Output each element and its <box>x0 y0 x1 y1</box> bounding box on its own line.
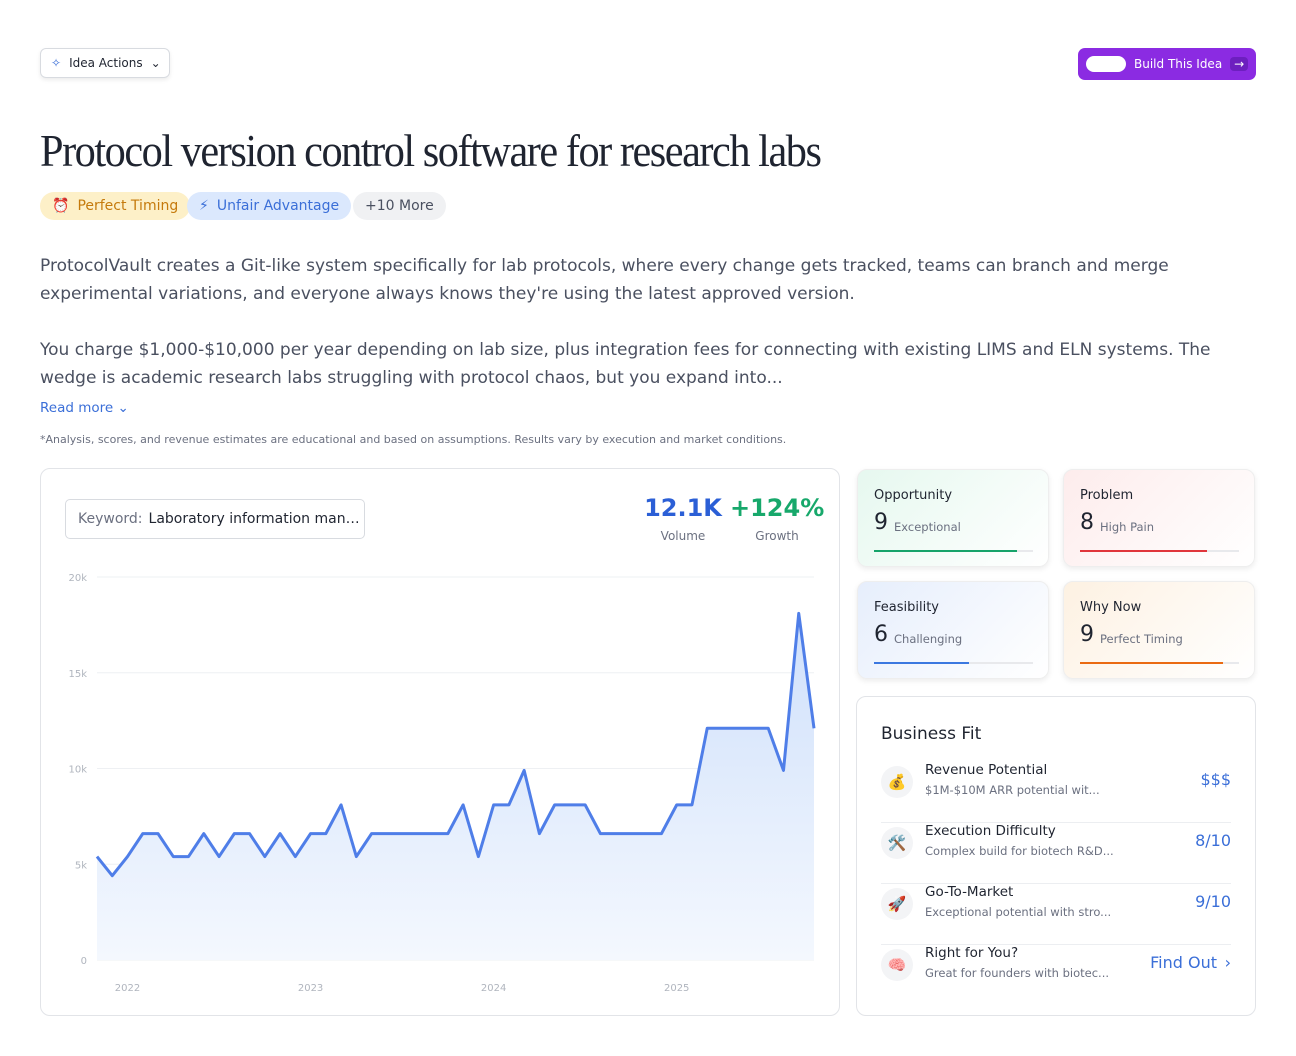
score-bar <box>874 550 1018 552</box>
fit-name: Revenue Potential <box>925 762 1048 778</box>
score-name: Problem <box>1080 488 1134 503</box>
chart-card <box>40 468 840 1016</box>
fit-row[interactable]: 🧠 Right for You? Great for founders with b… <box>881 945 1231 1005</box>
description: You charge $1,000-$10,000 per year depen… <box>40 340 1211 388</box>
stat-label: Volume <box>660 529 706 543</box>
stat-value: 12.1K <box>644 494 722 522</box>
page-title: Protocol version control software for re… <box>40 125 822 176</box>
fit-name: Execution Difficulty <box>925 823 1056 839</box>
fit-icon: 🧠 <box>881 949 913 981</box>
score-card[interactable]: Why Now 9 Perfect Timing <box>1063 581 1255 679</box>
fit-value: 8/10 <box>1195 831 1231 850</box>
tag-icon: ⏰ <box>52 198 70 214</box>
fit-value: 9/10 <box>1195 892 1231 911</box>
score-bar <box>1080 662 1224 664</box>
button-label: Idea Actions <box>69 56 143 70</box>
read-more[interactable]: Read more ⌄ <box>40 400 129 416</box>
description: ProtocolVault creates a Git-like system … <box>40 256 1169 304</box>
y-tick-label: 20k <box>68 573 87 584</box>
fit-row: 💰 Revenue Potential $1M-$10M ARR potential… <box>881 762 1231 823</box>
tag-label: +10 More <box>365 198 434 214</box>
x-tick-label: 2023 <box>298 983 323 994</box>
tag-label: Perfect Timing <box>77 198 179 214</box>
score-label: High Pain <box>1100 520 1155 534</box>
y-tick-label: 10k <box>68 765 87 776</box>
keyword-select[interactable]: Keyword: Laboratory information man… <box>65 499 365 539</box>
fit-name: Right for You? <box>925 945 1019 961</box>
tag-label: Unfair Advantage <box>216 198 340 214</box>
chevron: › <box>1224 953 1231 972</box>
fit-icon: 💰 <box>881 766 913 798</box>
area <box>97 613 814 960</box>
x-tick-label: 2025 <box>664 983 689 994</box>
chevron: ⌄ <box>150 56 161 70</box>
score-value: 8 <box>1080 510 1094 535</box>
score-track <box>874 550 1033 552</box>
fit-desc: $1M-$10M ARR potential wit... <box>925 783 1100 797</box>
fit-desc: Complex build for biotech R&D... <box>925 844 1114 858</box>
score-value: 9 <box>1080 622 1094 647</box>
stat-value: +124% <box>730 494 825 522</box>
arrow: → <box>1230 57 1249 71</box>
tag[interactable]: ⏰ Perfect Timing <box>40 192 191 220</box>
avatars <box>1086 56 1126 72</box>
link-label: Read more <box>40 400 114 416</box>
x-tick-label: 2024 <box>481 983 506 994</box>
score-bar <box>1080 550 1208 552</box>
tag[interactable]: ⚡ Unfair Advantage <box>187 192 352 220</box>
fit-row: 🚀 Go-To-Market Exceptional potential with … <box>881 884 1231 945</box>
fit-value: Find Out <box>1150 953 1217 972</box>
tag[interactable]: +10 More <box>353 192 446 220</box>
score-name: Feasibility <box>874 600 939 615</box>
score-label: Perfect Timing <box>1100 632 1183 646</box>
y-tick-label: 0 <box>81 956 87 967</box>
section-title: Business Fit <box>881 724 982 744</box>
line-chart: 0 5k 10k 15k 20k 2022 2023 2024 2025 <box>68 573 816 994</box>
score-track <box>1080 662 1239 664</box>
score-label: Challenging <box>894 632 963 646</box>
fit-desc: Great for founders with biotec... <box>925 966 1110 980</box>
score-card[interactable]: Problem 8 High Pain <box>1063 469 1255 567</box>
score-bar <box>874 662 970 664</box>
fit-icon: 🛠️ <box>881 827 913 859</box>
x-tick-label: 2022 <box>115 983 140 994</box>
y-tick-label: 5k <box>75 860 87 871</box>
keyword-label: Keyword: <box>78 511 143 527</box>
score-value: 6 <box>874 622 888 647</box>
idea-actions-button[interactable]: ✧ Idea Actions ⌄ <box>40 48 170 78</box>
score-card[interactable]: Opportunity 9 Exceptional <box>857 469 1049 567</box>
line <box>95 611 816 878</box>
y-tick-label: 15k <box>68 669 87 680</box>
button-label: Build This Idea <box>1134 57 1223 71</box>
score-value: 9 <box>874 510 888 535</box>
fit-row: 🛠️ Execution Difficulty Complex build for … <box>881 823 1231 884</box>
disclaimer: *Analysis, scores, and revenue estimates… <box>40 433 787 446</box>
business-fit-card <box>856 696 1256 1016</box>
build-button[interactable]: Build This Idea → <box>1078 48 1256 80</box>
fit-icon: 🚀 <box>881 888 913 920</box>
fit-name: Go-To-Market <box>925 884 1014 900</box>
score-name: Opportunity <box>874 488 953 503</box>
fit-desc: Exceptional potential with stro... <box>925 905 1112 919</box>
tag-icon: ⚡ <box>199 198 209 214</box>
score-name: Why Now <box>1080 600 1142 615</box>
score-track <box>874 662 1033 664</box>
score-track <box>1080 550 1239 552</box>
stat-label: Growth <box>755 529 799 543</box>
sparkle-icon: ✧ <box>51 56 62 70</box>
keyword-value: Laboratory information man… <box>148 511 360 527</box>
fit-value: $$$ <box>1200 770 1231 789</box>
score-label: Exceptional <box>894 520 961 534</box>
score-card[interactable]: Feasibility 6 Challenging <box>857 581 1049 679</box>
